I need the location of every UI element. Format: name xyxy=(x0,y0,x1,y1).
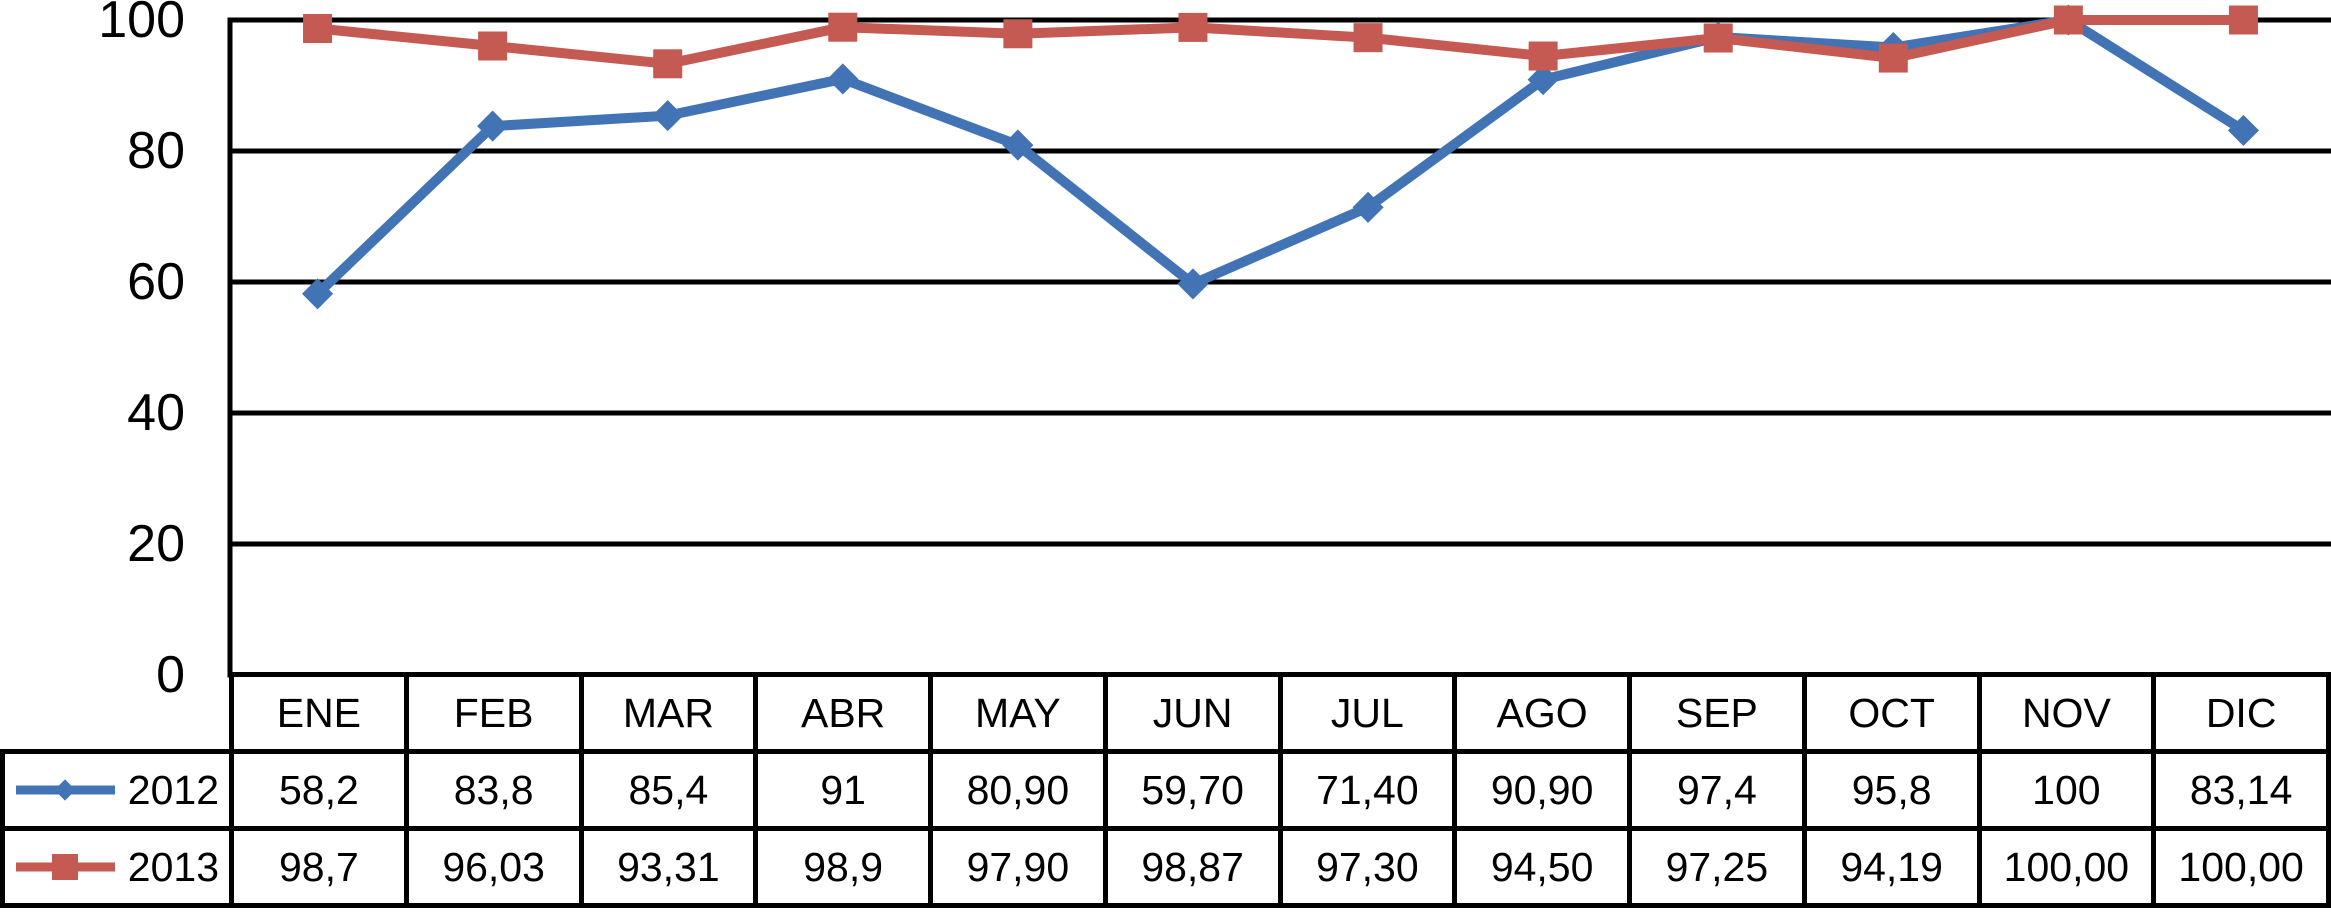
month-header-cell: JUL xyxy=(1277,672,1458,754)
month-header-cell: NOV xyxy=(1976,672,2157,754)
point-2012-MAR xyxy=(652,100,684,132)
value-cell-2012: 59,70 xyxy=(1102,749,1283,831)
month-header-cell: MAY xyxy=(928,672,1108,754)
point-2013-MAR xyxy=(653,49,683,79)
month-header-cell: OCT xyxy=(1801,672,1982,754)
value-cell-2012: 90,90 xyxy=(1452,749,1632,831)
y-tick-label: 20 xyxy=(127,515,185,573)
month-header-row: ENE FEB MAR ABR MAY JUN JUL AGO SEP OCT NOV DIC xyxy=(3,672,2331,754)
series-line-2013 xyxy=(317,15,2244,69)
value-cell-2013: 93,31 xyxy=(578,826,759,908)
value-cell-2013: 97,90 xyxy=(928,826,1108,908)
value-cell-2012: 71,40 xyxy=(1277,749,1458,831)
value-cell-2013: 97,25 xyxy=(1627,826,1807,908)
point-2013-DIC xyxy=(2228,5,2258,35)
point-2012-ENE xyxy=(301,278,334,310)
month-header-cell: FEB xyxy=(403,672,584,754)
month-header-cell: ABR xyxy=(753,672,933,754)
month-header-cell: DIC xyxy=(2151,672,2331,754)
table-corner-blank xyxy=(3,675,232,752)
point-2013-MAY xyxy=(1003,19,1033,49)
value-cell-2013: 96,03 xyxy=(403,826,584,908)
value-cell-2012: 83,14 xyxy=(2151,749,2331,831)
legend-cell-2013: 2013 xyxy=(0,826,234,908)
point-2013-ENE xyxy=(303,14,333,44)
month-header-cell: ENE xyxy=(229,672,409,754)
month-header-cell: SEP xyxy=(1627,672,1807,754)
value-cell-2012: 80,90 xyxy=(928,749,1108,831)
point-2013-OCT xyxy=(1878,43,1908,73)
point-2012-DIC xyxy=(2227,114,2260,146)
series-row-2012: 2012 58,2 83,8 85,4 91 80,90 59,70 71,40 90,90 9… xyxy=(0,749,2331,831)
series-line-2012 xyxy=(314,15,2247,298)
point-2013-AGO xyxy=(1528,41,1558,71)
point-2012-JUN xyxy=(1177,268,1209,300)
legend-label-2012: 2012 xyxy=(127,766,219,813)
point-2013-FEB xyxy=(478,31,508,61)
y-tick-label: 100 xyxy=(98,0,185,49)
point-2013-JUL xyxy=(1353,23,1383,53)
point-2013-JUN xyxy=(1178,12,1208,42)
month-header-cell: JUN xyxy=(1102,672,1283,754)
value-cell-2012: 91 xyxy=(753,749,933,831)
value-cell-2012: 58,2 xyxy=(229,749,409,831)
point-2013-ABR xyxy=(828,12,858,42)
y-tick-label: 80 xyxy=(127,122,185,180)
legend-cell-2012: 2012 xyxy=(0,749,234,831)
value-cell-2012: 83,8 xyxy=(403,749,584,831)
value-cell-2013: 97,30 xyxy=(1277,826,1458,908)
value-cell-2013: 98,7 xyxy=(229,826,409,908)
point-2012-FEB xyxy=(477,110,509,142)
value-cell-2013: 98,9 xyxy=(753,826,933,908)
series-row-2013: 2013 98,7 96,03 93,31 98,9 97,90 98,87 97,30 94… xyxy=(0,826,2331,908)
y-tick-label: 60 xyxy=(127,253,185,311)
legend-marker-2013-icon xyxy=(15,854,115,880)
value-cell-2012: 97,4 xyxy=(1627,749,1807,831)
month-header-cell: MAR xyxy=(578,672,759,754)
value-cell-2012: 95,8 xyxy=(1801,749,1982,831)
point-2013-SEP xyxy=(1703,23,1733,53)
value-cell-2012: 100 xyxy=(1976,749,2157,831)
month-header-cell: AGO xyxy=(1452,672,1632,754)
value-cell-2013: 94,50 xyxy=(1452,826,1632,908)
point-2013-NOV xyxy=(2053,5,2083,35)
value-cell-2012: 85,4 xyxy=(578,749,759,831)
y-tick-label: 40 xyxy=(127,384,185,442)
value-cell-2013: 100,00 xyxy=(1976,826,2157,908)
legend-label-2013: 2013 xyxy=(127,843,219,890)
point-2012-ABR xyxy=(827,63,859,95)
data-table: ENE FEB MAR ABR MAY JUN JUL AGO SEP OCT NOV DIC 201… xyxy=(0,672,2331,908)
value-cell-2013: 98,87 xyxy=(1102,826,1283,908)
legend-marker-2012-icon xyxy=(15,779,115,801)
value-cell-2013: 94,19 xyxy=(1801,826,1982,908)
y-tick-label: 0 xyxy=(156,646,185,704)
value-cell-2013: 100,00 xyxy=(2151,826,2331,908)
